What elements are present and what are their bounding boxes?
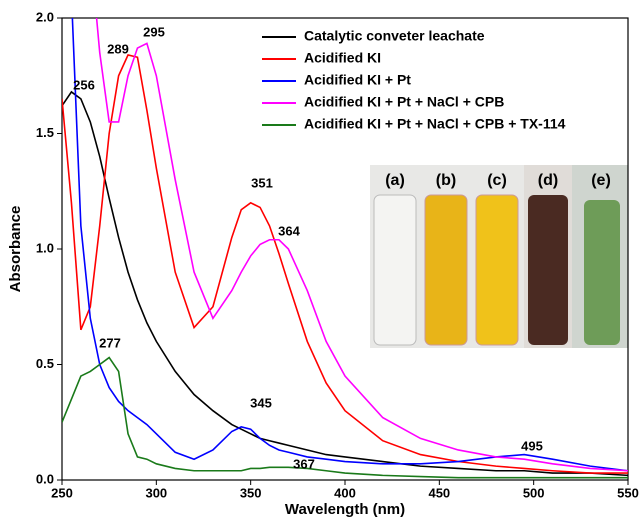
x-tick-label: 400 — [334, 485, 356, 500]
y-tick-label: 2.0 — [36, 9, 54, 24]
y-tick-label: 1.0 — [36, 240, 54, 255]
x-tick-label: 450 — [428, 485, 450, 500]
peak-label: 367 — [293, 456, 315, 471]
legend-label: Acidified KI — [304, 50, 381, 66]
inset-photo — [370, 165, 628, 348]
peak-label: 277 — [99, 335, 121, 350]
y-tick-label: 0.0 — [36, 471, 54, 486]
y-tick-label: 0.5 — [36, 356, 54, 371]
x-tick-label: 300 — [145, 485, 167, 500]
x-axis-label: Wavelength (nm) — [285, 501, 405, 518]
chart: Wavelength (nm) Absorbance 0.0 0.5 1.0 1.5 2… — [0, 0, 643, 522]
peak-label: 256 — [73, 77, 95, 92]
x-tick-label: 500 — [523, 485, 545, 500]
inset-label: (c) — [487, 172, 507, 189]
peak-label: 495 — [521, 438, 543, 453]
peak-label: 364 — [278, 223, 300, 238]
legend-label: Acidified KI + Pt — [304, 72, 411, 88]
inset-label: (d) — [538, 172, 558, 189]
inset-label: (b) — [436, 172, 456, 189]
peak-label: 345 — [250, 395, 272, 410]
x-tick-label: 350 — [240, 485, 262, 500]
x-tick-label: 250 — [51, 485, 73, 500]
inset-label: (a) — [385, 172, 405, 189]
y-axis-label: Absorbance — [7, 206, 24, 293]
peak-label: 295 — [143, 24, 165, 39]
legend-label: Catalytic conveter leachate — [304, 28, 485, 44]
legend-label: Acidified KI + Pt + NaCl + CPB — [304, 94, 504, 110]
y-tick-label: 1.5 — [36, 125, 54, 140]
x-tick-label: 550 — [617, 485, 639, 500]
inset-label: (e) — [591, 172, 611, 189]
peak-label: 351 — [251, 175, 273, 190]
peak-label: 289 — [107, 41, 129, 56]
legend-label: Acidified KI + Pt + NaCl + CPB + TX-114 — [304, 116, 566, 132]
